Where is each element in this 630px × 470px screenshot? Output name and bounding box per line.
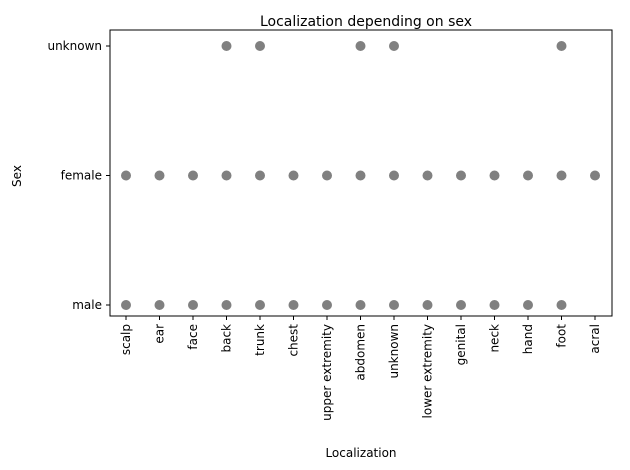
point-neck-female-25 <box>489 170 500 181</box>
x-tick-label-scalp-0: scalp <box>119 324 133 355</box>
x-tick-label-back-3: back <box>220 324 234 353</box>
y-tick-label-female: female <box>61 169 102 183</box>
x-axis-label: Localization <box>325 446 396 460</box>
x-tick-label-face-2: face <box>186 324 200 350</box>
point-unknown-unknown-32 <box>389 41 399 51</box>
point-lower-extremity-male-9 <box>422 300 433 310</box>
point-upper-extremity-male-6 <box>322 300 332 310</box>
point-back-male-3 <box>221 300 232 310</box>
point-foot-female-27 <box>556 170 567 181</box>
point-back-female-17 <box>221 170 232 181</box>
point-foot-male-13 <box>556 300 567 310</box>
point-face-female-16 <box>188 170 198 181</box>
point-upper-extremity-female-20 <box>322 170 332 181</box>
x-axis: scalp ear face back trunk chest upper extremit… <box>119 316 602 421</box>
y-tick-label-unknown: unknown <box>47 39 102 53</box>
y-axis: male female unknown <box>47 39 110 312</box>
point-abdomen-male-7 <box>355 300 366 310</box>
data-points <box>121 41 600 310</box>
point-scalp-female-14 <box>121 170 131 181</box>
point-genital-female-24 <box>456 170 466 181</box>
point-unknown-female-22 <box>389 170 399 181</box>
x-tick-label-chest-5: chest <box>287 324 301 357</box>
x-tick-label-ear-1: ear <box>153 324 167 344</box>
point-abdomen-unknown-31 <box>355 41 366 51</box>
point-face-male-2 <box>188 300 198 310</box>
point-scalp-male-0 <box>121 300 131 310</box>
point-lower-extremity-female-23 <box>422 170 433 181</box>
x-tick-label-foot-13: foot <box>555 324 569 348</box>
point-abdomen-female-21 <box>355 170 366 181</box>
point-unknown-male-8 <box>389 300 399 310</box>
chart-title: Localization depending on sex <box>260 14 472 30</box>
point-trunk-female-18 <box>255 170 265 181</box>
x-tick-label-hand-12: hand <box>521 324 535 354</box>
point-neck-male-11 <box>489 300 500 310</box>
x-tick-label-neck-11: neck <box>488 324 502 353</box>
point-back-unknown-29 <box>221 41 232 51</box>
point-hand-female-26 <box>523 170 533 181</box>
x-tick-label-trunk-4: trunk <box>253 324 267 356</box>
x-tick-label-genital-10: genital <box>454 324 468 365</box>
x-tick-label-abdomen-7: abdomen <box>354 324 368 381</box>
point-trunk-male-4 <box>255 300 265 310</box>
point-trunk-unknown-30 <box>255 41 265 51</box>
x-tick-label-upper-extremity-6: upper extremity <box>320 324 334 421</box>
point-ear-male-1 <box>154 300 165 310</box>
x-tick-label-unknown-8: unknown <box>387 324 401 379</box>
x-tick-label-lower-extremity-9: lower extremity <box>421 324 435 418</box>
x-tick-label-acral-14: acral <box>588 324 602 354</box>
point-foot-unknown-33 <box>556 41 567 51</box>
point-hand-male-12 <box>523 300 533 310</box>
point-ear-female-15 <box>154 170 165 181</box>
point-acral-female-28 <box>590 170 600 181</box>
point-genital-male-10 <box>456 300 466 310</box>
point-chest-female-19 <box>288 170 299 181</box>
y-axis-label: Sex <box>10 165 24 187</box>
y-tick-label-male: male <box>72 298 102 312</box>
point-chest-male-5 <box>288 300 299 310</box>
